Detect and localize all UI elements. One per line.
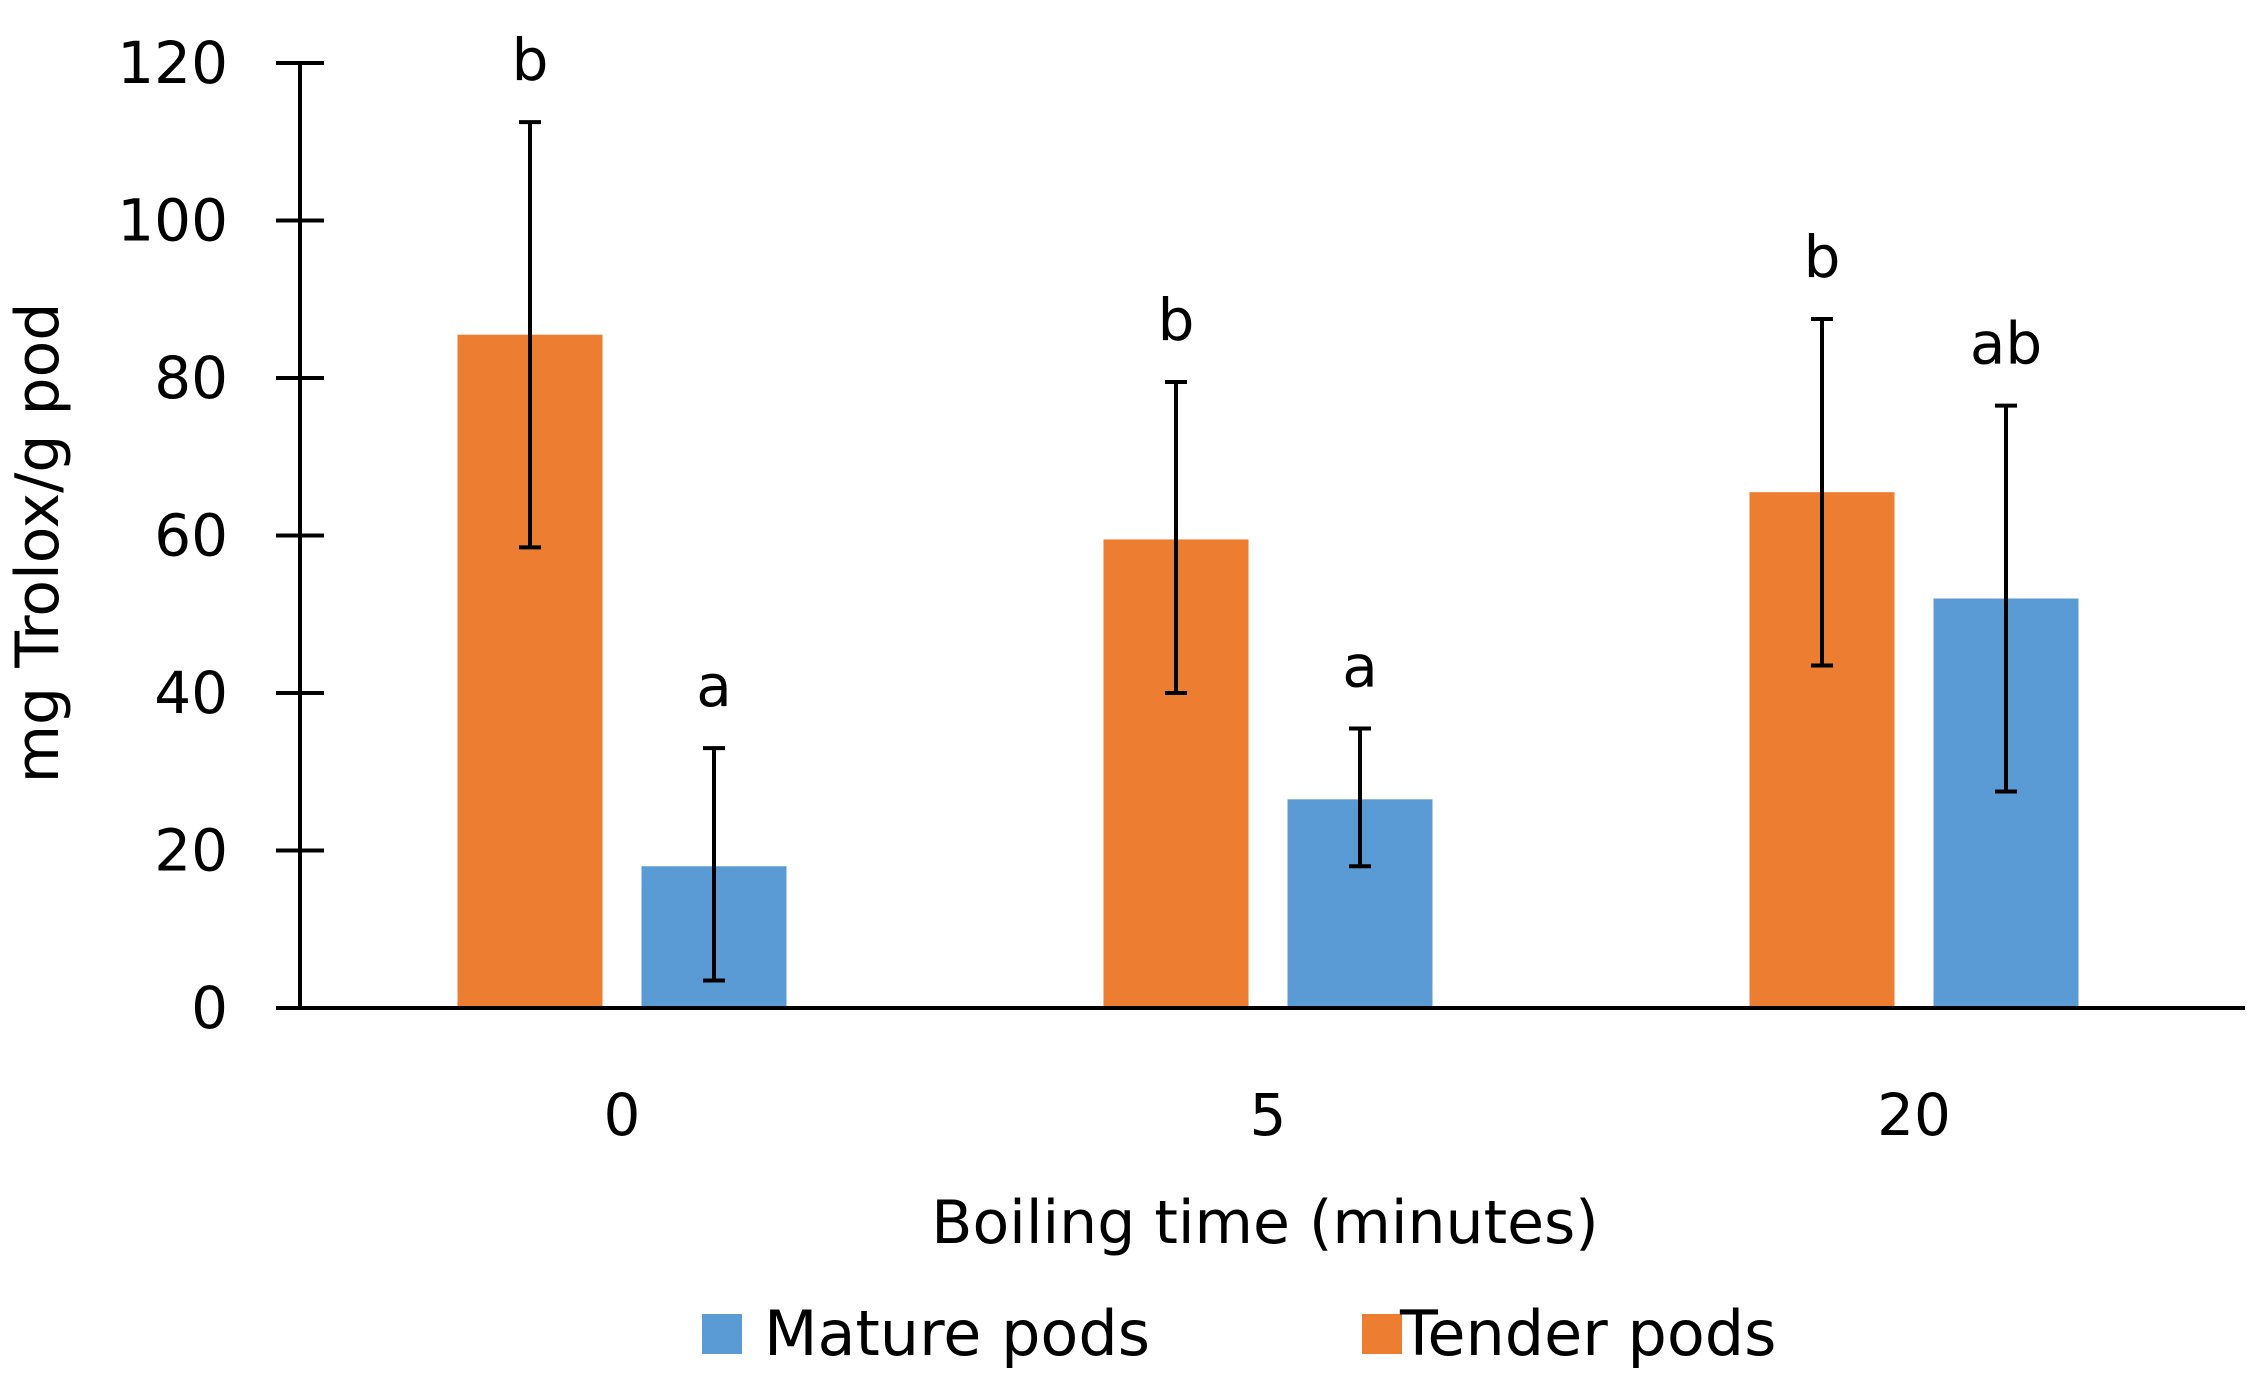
y-tick-label: 20: [154, 817, 228, 885]
bars-layer: [457, 334, 2079, 1008]
significance-label: a: [1342, 632, 1378, 700]
legend-label-mature-pods: Mature pods: [764, 1297, 1150, 1370]
y-tick-label: 120: [117, 29, 228, 97]
y-ticks-layer: 0 20 40 60 80 100 120: [117, 29, 324, 1042]
y-tick-label: 80: [154, 344, 228, 412]
x-category-label: 5: [1250, 1081, 1287, 1149]
x-category-labels-layer: 0 5 20: [604, 1081, 1951, 1149]
significance-label: b: [1804, 223, 1841, 291]
significance-labels-layer: b b b a a ab: [512, 26, 2043, 720]
significance-label: b: [1158, 286, 1195, 354]
y-tick-label: 100: [117, 187, 228, 255]
error-bars-layer: [519, 120, 2017, 983]
x-axis-title: Boiling time (minutes): [931, 1188, 1598, 1258]
significance-label: b: [512, 26, 549, 94]
legend-label-tender-pods: Tender pods: [1399, 1297, 1776, 1370]
legend-swatch-tender-pods: [1362, 1314, 1402, 1354]
y-axis-title: mg Trolox/g pod: [3, 303, 73, 784]
x-category-label: 20: [1877, 1081, 1951, 1149]
significance-label: ab: [1970, 310, 2042, 378]
legend: Mature pods Tender pods: [702, 1297, 1776, 1370]
legend-swatch-mature-pods: [702, 1314, 742, 1354]
significance-label: a: [696, 652, 732, 720]
y-tick-label: 0: [191, 974, 228, 1042]
y-tick-label: 40: [154, 659, 228, 727]
y-tick-label: 60: [154, 502, 228, 570]
x-category-label: 0: [604, 1081, 641, 1149]
